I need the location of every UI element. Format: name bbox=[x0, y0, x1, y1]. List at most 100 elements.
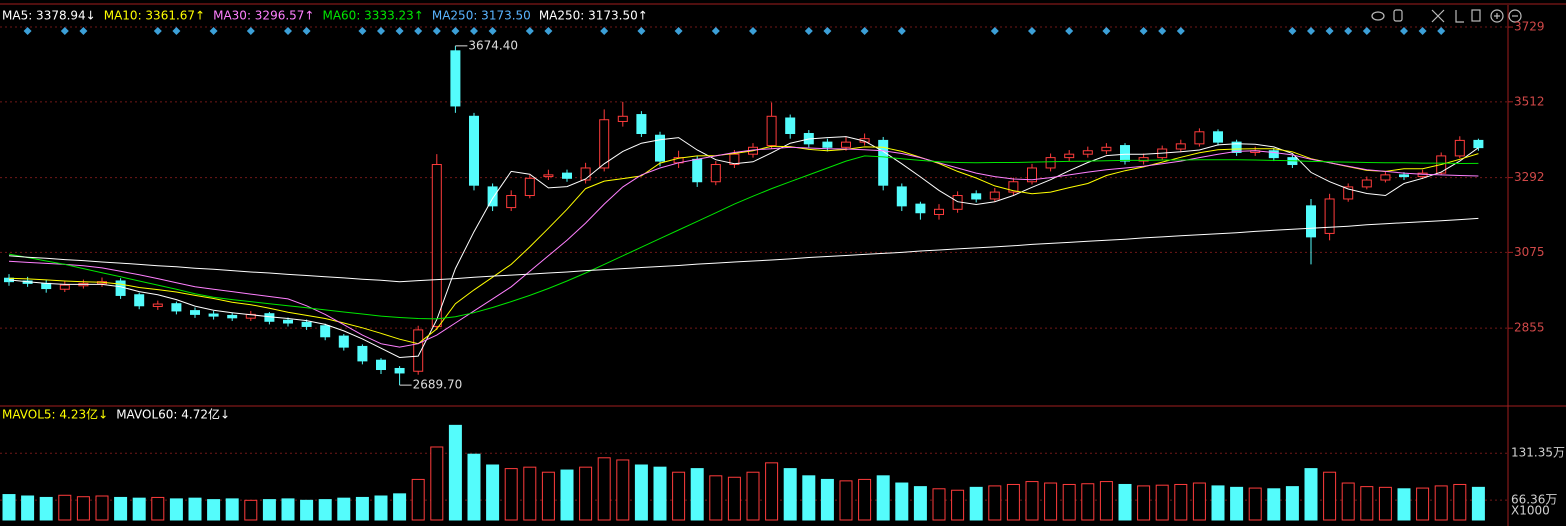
toolbar[interactable] bbox=[1371, 9, 1522, 23]
candle-body bbox=[450, 50, 461, 107]
signal-marker bbox=[470, 27, 478, 35]
signal-marker bbox=[1400, 27, 1408, 35]
signal-marker bbox=[897, 27, 906, 35]
candle-body bbox=[1138, 157, 1149, 162]
draw-icon[interactable] bbox=[1455, 10, 1464, 23]
volume-bar bbox=[876, 475, 890, 521]
volume-bar bbox=[300, 499, 314, 521]
signal-marker bbox=[674, 27, 683, 35]
y-tick-label: 3075 bbox=[1514, 245, 1545, 259]
candle-body bbox=[134, 294, 145, 307]
candle-body bbox=[1008, 181, 1019, 193]
volume-bar bbox=[1099, 481, 1113, 521]
legend-entry: MA60: 3333.23↑ bbox=[322, 9, 423, 23]
lock-icon[interactable] bbox=[1471, 9, 1481, 22]
signal-marker bbox=[1065, 27, 1074, 35]
volume-bar bbox=[430, 446, 444, 521]
hand-icon[interactable] bbox=[1393, 9, 1403, 22]
candle-body bbox=[1343, 186, 1354, 200]
signal-marker bbox=[395, 27, 404, 35]
volume-bar bbox=[1248, 487, 1262, 521]
signal-marker bbox=[1344, 27, 1353, 35]
candle-body bbox=[766, 115, 777, 147]
y-tick-label: 3729 bbox=[1514, 20, 1545, 34]
volume-bar bbox=[1434, 485, 1448, 521]
candle-body bbox=[1361, 179, 1372, 188]
candle-body bbox=[915, 203, 926, 214]
volume-bar bbox=[951, 489, 965, 521]
candle-body bbox=[617, 115, 628, 122]
volume-bar bbox=[1081, 483, 1095, 521]
volume-bar bbox=[653, 466, 667, 521]
candle-body bbox=[692, 158, 703, 183]
volume-bar bbox=[802, 475, 816, 521]
candle-body bbox=[636, 114, 647, 135]
signal-marker bbox=[525, 27, 534, 35]
volume-bar bbox=[541, 471, 555, 521]
volume-bar bbox=[969, 486, 983, 521]
volume-bar bbox=[1285, 486, 1299, 521]
cut-icon[interactable] bbox=[1431, 9, 1445, 23]
candle-body bbox=[562, 172, 572, 179]
zoom-out[interactable] bbox=[1508, 9, 1522, 23]
candle-body bbox=[301, 321, 312, 327]
volume-bar bbox=[597, 457, 611, 521]
signal-marker bbox=[1362, 27, 1371, 35]
volume-bar bbox=[895, 482, 909, 521]
signal-marker bbox=[990, 27, 999, 35]
volume-legend: MAVOL5: 4.23亿↓ bbox=[2, 407, 108, 422]
signal-marker bbox=[451, 27, 460, 35]
volume-bar bbox=[709, 475, 723, 521]
volume-bar bbox=[690, 468, 704, 521]
volume-bar bbox=[39, 496, 53, 521]
candle-body bbox=[1194, 131, 1205, 145]
signal-marker bbox=[60, 27, 69, 35]
volume-bar bbox=[1025, 481, 1039, 521]
candle-body bbox=[41, 282, 52, 290]
volume-bar bbox=[1341, 482, 1355, 521]
candle-body bbox=[190, 310, 200, 315]
signal-marker bbox=[637, 27, 646, 35]
volume-bar bbox=[1006, 483, 1020, 521]
signal-marker bbox=[358, 27, 367, 35]
volume-bar bbox=[783, 468, 797, 521]
candle-body bbox=[1175, 143, 1186, 150]
candle-body bbox=[599, 119, 610, 169]
volume-bar bbox=[820, 478, 834, 521]
candle-body bbox=[227, 314, 238, 319]
legend-entry: MA30: 3296.57↑ bbox=[213, 9, 314, 23]
volume-bar bbox=[746, 471, 760, 521]
candle-body bbox=[338, 335, 349, 348]
candle-body bbox=[469, 115, 479, 186]
signal-marker bbox=[1176, 27, 1185, 35]
signal-marker bbox=[1325, 27, 1334, 35]
y-tick-label: 131.35万 bbox=[1511, 446, 1565, 460]
candle-body bbox=[171, 303, 182, 312]
y-tick-label: 3292 bbox=[1514, 170, 1545, 184]
zoom-in-plus bbox=[1494, 13, 1500, 19]
candle-body bbox=[208, 313, 219, 317]
view-icon[interactable] bbox=[1371, 11, 1385, 21]
volume-bar bbox=[1471, 486, 1485, 521]
candle-body bbox=[1027, 167, 1037, 183]
candle-body bbox=[1064, 153, 1075, 159]
candle-body bbox=[283, 319, 293, 324]
volume-bar bbox=[262, 499, 276, 521]
volume-bar bbox=[913, 486, 927, 521]
volume-bar bbox=[1360, 486, 1374, 521]
candle-body bbox=[841, 141, 851, 148]
volume-bar bbox=[1062, 483, 1076, 521]
candle-body bbox=[934, 208, 944, 215]
candle-body bbox=[729, 153, 740, 166]
candle-body bbox=[524, 177, 535, 197]
candle-body bbox=[115, 280, 126, 296]
volume-bar bbox=[114, 496, 128, 521]
volume-bar bbox=[727, 476, 741, 521]
volume-bar bbox=[21, 495, 35, 521]
volume-bar bbox=[765, 462, 779, 521]
volume-bar bbox=[1211, 485, 1225, 521]
candle-body bbox=[506, 195, 517, 209]
volume-bar bbox=[411, 478, 425, 521]
zoom-in[interactable] bbox=[1490, 9, 1504, 23]
volume-bar bbox=[1397, 488, 1411, 521]
